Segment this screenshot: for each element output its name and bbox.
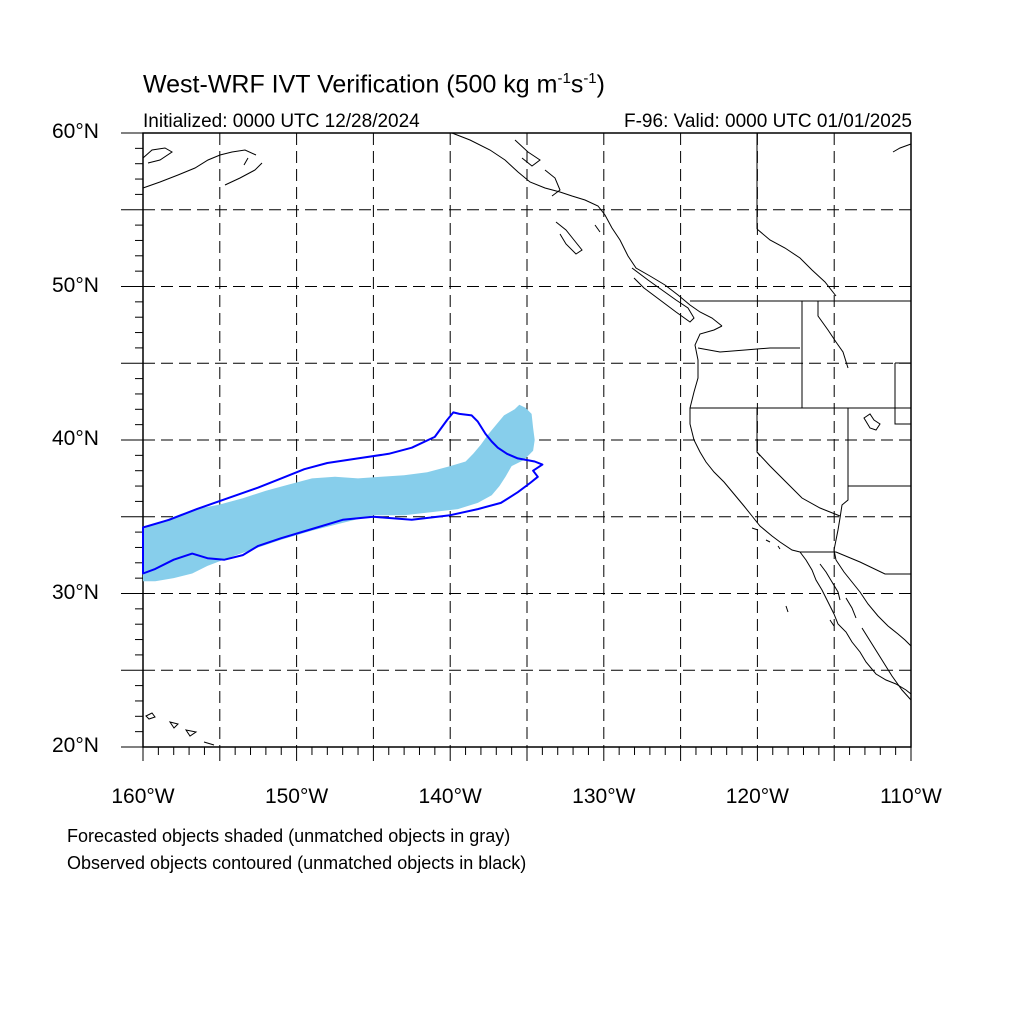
lat-label: 30°N <box>52 580 99 604</box>
border-arizona <box>833 486 849 561</box>
border-nevada <box>756 408 841 517</box>
coastline-mexico-mainland <box>819 563 912 701</box>
islands-channel <box>751 527 835 627</box>
lon-label: 110°W <box>880 785 942 808</box>
lat-label: 40°N <box>52 427 99 450</box>
border-alaska-canada <box>756 133 837 297</box>
footnote-observed: Observed objects contoured (unmatched ob… <box>67 853 527 873</box>
ivt-objects <box>142 404 544 582</box>
graticule <box>143 133 911 747</box>
lon-label: 130°W <box>572 785 636 808</box>
coastline-alaska-panhandle <box>451 132 723 327</box>
page-title: West-WRF IVT Verification (500 kg m-1s-1… <box>143 70 605 99</box>
coastline-us-west <box>689 325 801 553</box>
political-borders <box>690 133 911 575</box>
islands-hawaii <box>145 712 215 746</box>
lakes <box>756 413 881 457</box>
lat-label: 50°N <box>52 273 99 297</box>
observed-ivt-contour <box>142 411 544 575</box>
border-us-mexico <box>800 551 911 575</box>
forecast-ivt-object <box>143 404 535 582</box>
lat-label: 60°N <box>52 120 99 143</box>
footnote-forecast: Forecasted objects shaded (unmatched obj… <box>67 826 511 846</box>
coastlines <box>142 132 912 746</box>
valid-time-label: F-96: Valid: 0000 UTC 01/01/2025 <box>624 111 912 132</box>
lat-label: 20°N <box>52 734 99 757</box>
coastline-hudson <box>892 143 912 153</box>
coastline-alaska <box>142 147 263 189</box>
tick-marks <box>121 132 912 761</box>
lon-label: 160°W <box>111 785 175 808</box>
coastline-islands-bc <box>514 139 695 323</box>
lake-tahoe <box>756 451 761 457</box>
init-time-label: Initialized: 0000 UTC 12/28/2024 <box>143 111 420 132</box>
coastline-gulf-california <box>835 559 912 647</box>
lake-great-salt <box>863 413 881 431</box>
border-washington-oregon <box>697 347 800 353</box>
border-idaho <box>801 301 849 408</box>
lon-label: 120°W <box>725 785 790 808</box>
lon-label: 140°W <box>418 785 482 808</box>
coastline-baja <box>799 551 912 695</box>
lon-label: 150°W <box>264 785 329 808</box>
